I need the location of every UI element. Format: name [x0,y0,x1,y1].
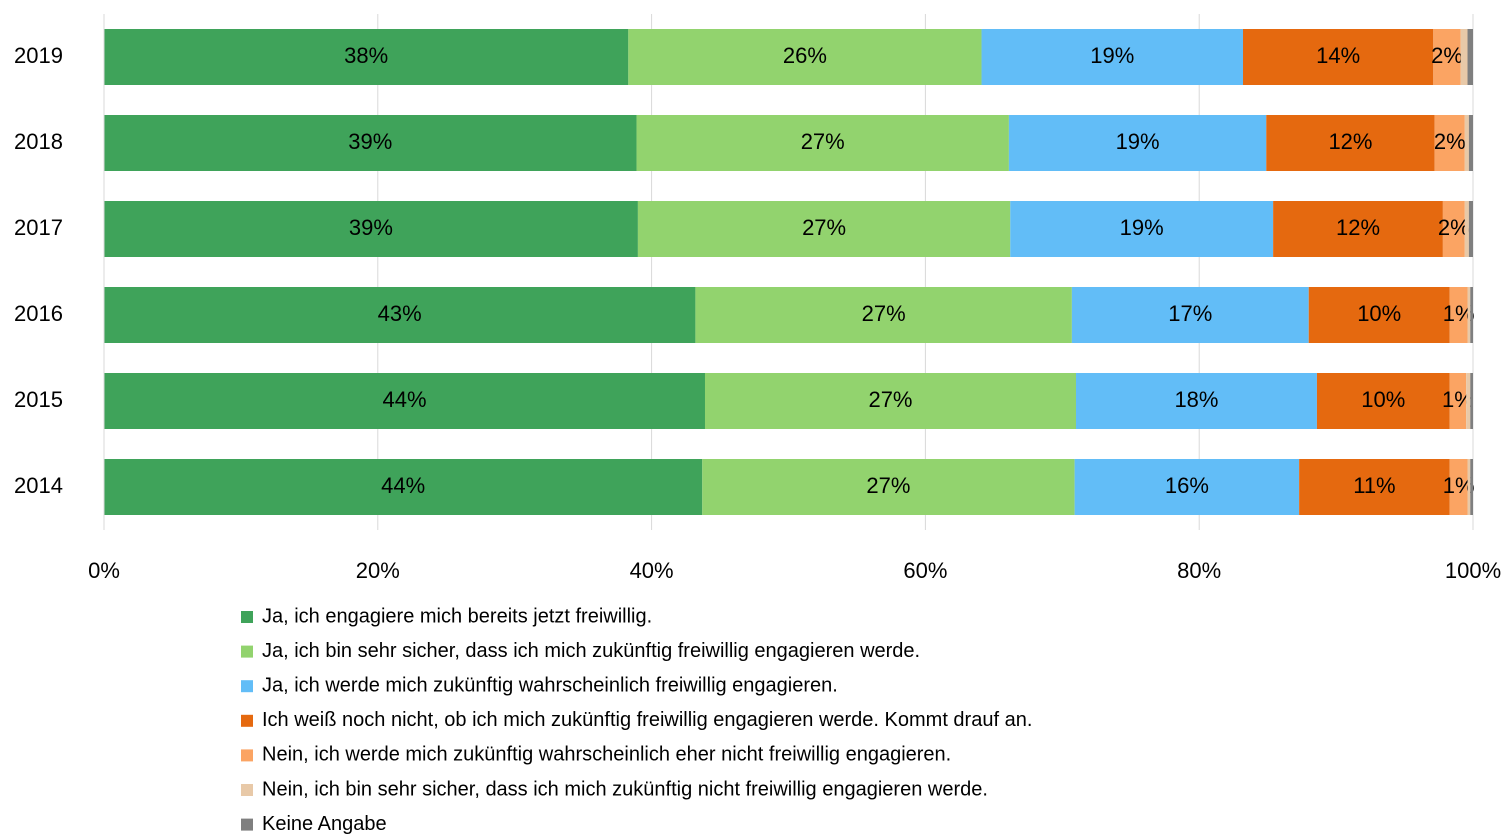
bar-segment [104,115,637,171]
bar-segment [702,459,1075,515]
data-label: 26% [783,43,827,68]
bar-segment [1468,115,1473,171]
data-label: 43% [378,301,422,326]
legend-swatch [241,784,253,796]
x-tick-label: 100% [1445,558,1501,583]
legend-swatch [241,611,253,623]
data-label: 17% [1168,301,1212,326]
legend-label: Keine Angabe [262,813,387,835]
y-tick-label: 2014 [14,473,63,498]
bar-segment [1316,373,1450,429]
data-label: 27% [868,387,912,412]
data-label: 44% [382,387,426,412]
data-label: 39% [348,129,392,154]
legend-swatch [241,818,253,831]
bar-segment [695,287,1072,343]
y-tick-label: 2017 [14,215,63,240]
data-label: 19% [1116,129,1160,154]
bar-segment [1273,201,1443,257]
data-label: 2% [1438,215,1470,240]
bar-segment [1468,201,1473,257]
bar-segment [1449,459,1468,515]
bar-segment [1466,373,1471,429]
data-label: 2% [1434,129,1466,154]
data-label: 27% [862,301,906,326]
data-label: 39% [349,215,393,240]
data-label: 19% [1120,215,1164,240]
data-label: 19% [1090,43,1134,68]
legend-label: Ja, ich werde mich zukünftig wahrscheinl… [262,674,838,696]
data-label: 12% [1328,129,1372,154]
y-tick-label: 2015 [14,387,63,412]
legend-label: Ich weiß noch nicht, ob ich mich zukünft… [262,709,1032,731]
bar-segment [1449,287,1468,343]
bar-segment [1433,29,1461,85]
x-tick-label: 20% [356,558,400,583]
bar-segment [104,459,703,515]
data-label: 10% [1357,301,1401,326]
bar-segment [1467,459,1471,515]
x-tick-label: 80% [1177,558,1221,583]
y-tick-label: 2018 [14,129,63,154]
data-label: 18% [1174,387,1218,412]
data-label: 27% [802,215,846,240]
legend-label: Ja, ich bin sehr sicher, dass ich mich z… [262,640,920,662]
bar-segment [1008,115,1267,171]
data-label: 14% [1316,43,1360,68]
bar-segment [637,201,1011,257]
bar-segment [104,287,696,343]
bar-segment [981,29,1244,85]
bar-segment [628,29,982,85]
x-tick-label: 40% [630,558,674,583]
bar-segment [1071,287,1309,343]
data-label: 16% [1165,473,1209,498]
bar-segment [1470,287,1473,343]
legend-swatch [241,645,253,658]
bar-segment [1243,29,1434,85]
legend-swatch [241,714,253,727]
bar-segment [1075,373,1317,429]
bar-segment [104,373,705,429]
y-tick-label: 2016 [14,301,63,326]
bar-segment [1308,287,1450,343]
bar-segment [1470,373,1473,429]
bar-segment [1467,287,1471,343]
bar-segment [1449,373,1467,429]
bar-segment [1074,459,1300,515]
bar-segment [1434,115,1465,171]
bar-segment [704,373,1076,429]
bar-segment [1470,459,1473,515]
legend-swatch [241,749,253,762]
bar-segment [1460,29,1468,85]
x-tick-label: 0% [88,558,120,583]
data-label: 27% [801,129,845,154]
data-label: 38% [344,43,388,68]
bar-segment [1442,201,1465,257]
data-label: 11% [1353,473,1395,498]
bar-segment [104,29,629,85]
legend-label: Ja, ich engagiere mich bereits jetzt fre… [262,605,652,627]
legend-swatch [241,680,253,693]
y-tick-label: 2019 [14,43,63,68]
legend-label: Nein, ich bin sehr sicher, dass ich mich… [262,778,988,800]
bar-segment [1266,115,1435,171]
bar-segment [1010,201,1274,257]
bar-segment [1464,201,1469,257]
bar-segment [104,201,638,257]
data-label: 2% [1431,43,1463,68]
data-label: 12% [1336,215,1380,240]
bar-segment [1464,115,1469,171]
data-label: 44% [381,473,425,498]
x-tick-label: 60% [903,558,947,583]
bar-segment [1467,29,1473,85]
bar-segment [1299,459,1450,515]
data-label: 10% [1361,387,1405,412]
legend-label: Nein, ich werde mich zukünftig wahrschei… [262,744,951,766]
bar-segment [636,115,1009,171]
data-label: 27% [866,473,910,498]
